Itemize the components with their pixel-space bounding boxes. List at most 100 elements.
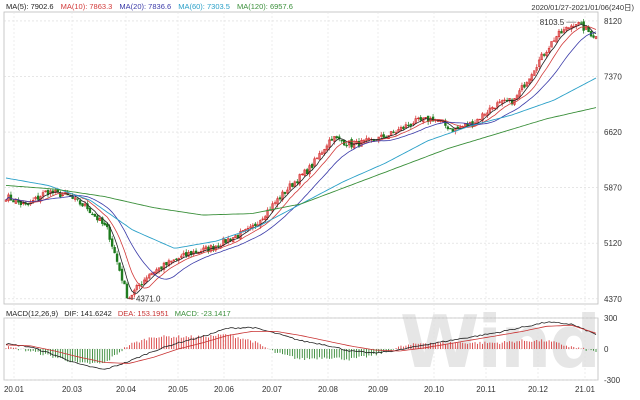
x-tick-label: 20.03 [62, 385, 83, 394]
candle-body [579, 22, 583, 24]
candle-body [17, 200, 20, 203]
candle-body [402, 126, 405, 129]
candle-body [298, 174, 301, 185]
x-tick-label: 20.12 [528, 385, 549, 394]
x-tick-label: 20.05 [168, 385, 189, 394]
ma120-label: MA(120): 6957.6 [237, 2, 293, 11]
x-tick-label: 20.04 [116, 385, 137, 394]
candle-body [407, 124, 410, 127]
candle-body [352, 142, 356, 149]
candle-body [513, 98, 516, 105]
ma20-line [5, 31, 597, 280]
candle-body [44, 190, 47, 193]
candle-body [249, 226, 252, 229]
candle-body [303, 169, 306, 176]
low-annotation: 4371.0 [136, 295, 161, 304]
candle-body [147, 274, 151, 279]
candle-body [310, 164, 314, 168]
candle-body [545, 51, 548, 56]
candle-body [552, 40, 556, 42]
macd-legend: MACD(12,26,9) DIF: 141.6242 DEA: 153.195… [6, 309, 235, 318]
candle-body [120, 268, 124, 281]
candle-body [488, 107, 492, 113]
candle-body [412, 123, 415, 125]
candle-body [382, 134, 385, 138]
candle-body [491, 107, 494, 110]
candle-body [202, 247, 205, 251]
candle-body [493, 107, 496, 109]
candle-body [520, 85, 524, 91]
y-tick-label: 4370 [604, 295, 622, 304]
candle-body [224, 239, 227, 243]
candle-body [264, 216, 267, 221]
candle-body [187, 252, 190, 257]
candle-body [56, 189, 60, 193]
candle-body [278, 197, 282, 200]
candle-body [175, 258, 178, 260]
candle-body [115, 253, 119, 262]
candle-body [498, 101, 501, 103]
candle-body [565, 26, 568, 31]
candle-body [182, 252, 185, 256]
candle-body [246, 227, 250, 230]
candle-body [528, 78, 531, 85]
ma10-line [5, 25, 597, 289]
candle-body [320, 152, 324, 155]
high-annotation: 8103.5 [540, 18, 565, 27]
ma5-label: MA(5): 7902.6 [6, 2, 54, 11]
candle-body [582, 21, 585, 31]
candle-body [333, 136, 336, 142]
candle-body [54, 190, 57, 194]
candle-body [291, 183, 294, 187]
candle-body [73, 197, 77, 200]
candle-body [538, 59, 541, 67]
candle-body [150, 272, 153, 276]
candle-body [273, 202, 277, 204]
ma60-line [5, 77, 597, 249]
candle-body [550, 41, 553, 48]
candle-body [417, 117, 420, 120]
candle-body [523, 84, 526, 88]
candle-body [325, 145, 329, 151]
candle-body [229, 238, 232, 242]
candle-body [91, 213, 94, 216]
candle-body [135, 285, 139, 290]
macd-value-label: MACD: -23.1417 [174, 309, 231, 318]
candle-body [185, 252, 188, 256]
candle-body [503, 99, 506, 101]
candle-body [404, 124, 408, 128]
candle-body [478, 119, 482, 121]
candle-body [318, 153, 321, 160]
candle-body [194, 250, 198, 254]
ma120-line [5, 107, 597, 216]
candle-body [380, 134, 383, 137]
candle-body [555, 36, 558, 43]
candle-body [34, 196, 37, 200]
candle-body [172, 259, 176, 261]
candle-body [261, 218, 264, 220]
candle-body [27, 203, 30, 206]
candle-body [239, 230, 242, 240]
candle-body [456, 126, 459, 129]
candle-body [315, 157, 319, 159]
candle-body [429, 117, 432, 122]
candle-body [81, 203, 84, 207]
x-tick-label: 20.08 [318, 385, 339, 394]
candle-body [41, 192, 45, 197]
candle-body [76, 198, 79, 200]
candle-body [288, 183, 292, 190]
candle-body [483, 114, 487, 116]
candle-body [180, 255, 183, 258]
candle-body [101, 217, 104, 224]
candle-body [392, 131, 395, 133]
candle-body [313, 158, 316, 167]
candle-body [562, 29, 566, 33]
x-tick-label: 20.11 [476, 385, 496, 394]
x-tick-label: 21.01 [575, 385, 596, 394]
candle-body [508, 98, 511, 102]
candle-body [113, 246, 116, 254]
candle-body [170, 260, 173, 263]
ma60-label: MA(60): 7303.5 [178, 2, 230, 11]
candle-body [140, 284, 143, 286]
